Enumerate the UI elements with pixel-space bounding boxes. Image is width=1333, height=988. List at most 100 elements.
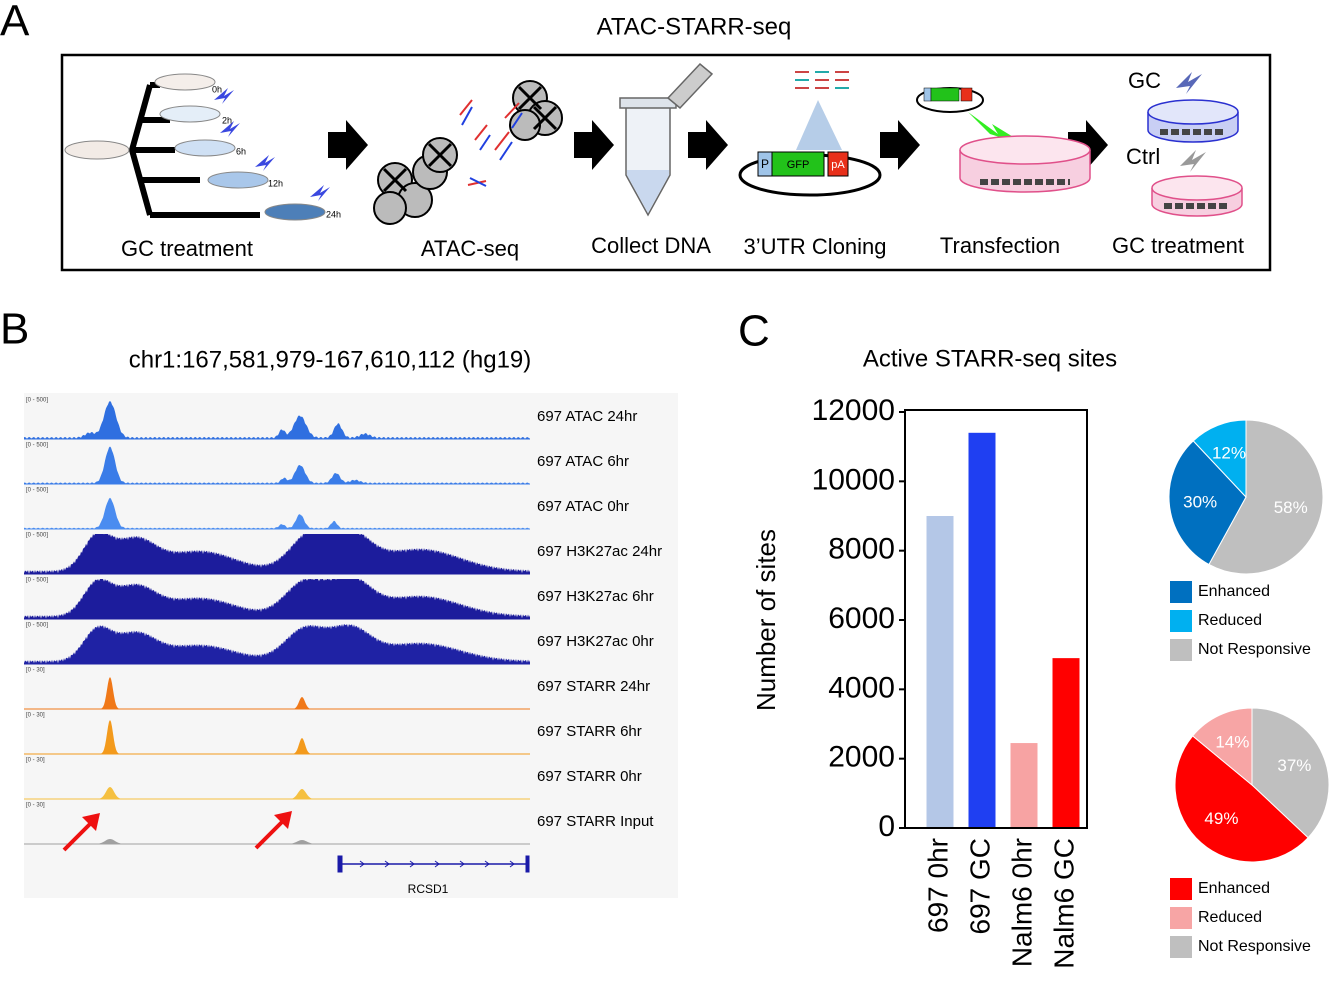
legend-label: Enhanced	[1198, 583, 1270, 600]
y-tick-label: 10000	[812, 463, 895, 496]
fragments	[459, 99, 523, 187]
transfection	[916, 87, 1091, 193]
nucleosomes	[373, 80, 563, 225]
bar	[1052, 658, 1080, 828]
panel-title: chr1:167,581,979-167,610,112 (hg19)	[129, 346, 532, 373]
time-label: 2h	[222, 115, 232, 125]
track-label: 697 ATAC 0hr	[537, 498, 629, 515]
panel-letter: A	[0, 0, 30, 46]
dishes	[64, 73, 326, 221]
cloning	[738, 71, 882, 197]
panel-letter: C	[738, 307, 770, 356]
gene-model	[337, 855, 530, 873]
track-label: 697 H3K27ac 24hr	[537, 543, 662, 560]
gc-ctrl	[1147, 72, 1243, 217]
legend-label: Not Responsive	[1198, 938, 1311, 955]
step-label: GC treatment	[121, 236, 253, 261]
track-label: 697 STARR 6hr	[537, 723, 642, 740]
charts: Active STARR-seq sites Number of sites 0 20…	[751, 345, 1330, 969]
y-tick-label: 0	[878, 810, 895, 843]
track-label: 697 ATAC 6hr	[537, 453, 629, 470]
legend-label: Reduced	[1198, 909, 1262, 926]
x-tick-label: Nalm6 GC	[1048, 838, 1079, 969]
track-signal	[24, 624, 530, 664]
step-label: ATAC-seq	[421, 236, 519, 261]
y-tick-label: 4000	[828, 671, 895, 704]
time-label: 6h	[236, 146, 246, 156]
track-signal	[24, 579, 530, 619]
plasmid-label: pA	[831, 159, 845, 171]
step-label: Collect DNA	[591, 233, 711, 258]
track-range: [0 - 500]	[26, 533, 48, 539]
step-label: Transfection	[940, 233, 1060, 258]
legend-swatch	[1170, 639, 1192, 661]
track-label: 697 STARR Input	[537, 813, 654, 830]
legend-swatch	[1170, 610, 1192, 632]
time-label: 24h	[326, 209, 341, 219]
track-range: [0 - 30]	[26, 713, 45, 719]
track-range: [0 - 500]	[26, 578, 48, 584]
tube	[619, 62, 714, 217]
track-range: [0 - 500]	[26, 398, 48, 404]
bar	[926, 516, 954, 828]
slice-label: 49%	[1204, 809, 1238, 828]
track-label: 697 ATAC 24hr	[537, 408, 637, 425]
track-range: [0 - 30]	[26, 803, 45, 809]
legend-label: Reduced	[1198, 612, 1262, 629]
y-tick-label: 6000	[828, 602, 895, 635]
plot-frame	[904, 409, 1088, 829]
track-label: 697 H3K27ac 0hr	[537, 633, 654, 650]
tracks: [0 - 500] 697 ATAC 24hr [0 - 500] 697 ATAC …	[24, 398, 662, 845]
step-label: 3’UTR Cloning	[743, 234, 886, 259]
legend-label: Enhanced	[1198, 880, 1270, 897]
y-tick-label: 8000	[828, 533, 895, 566]
track-label: 697 H3K27ac 6hr	[537, 588, 654, 605]
pie-slice	[1168, 440, 1247, 566]
condition-label: GC	[1128, 68, 1161, 93]
track-range: [0 - 500]	[26, 488, 48, 494]
legend-swatch	[1170, 878, 1192, 900]
red-arrows	[62, 811, 292, 852]
slice-label: 37%	[1277, 756, 1311, 775]
panel-letter: B	[0, 305, 29, 354]
slice-label: 12%	[1212, 444, 1246, 463]
pie-slice	[1192, 419, 1247, 499]
track-signal	[24, 534, 530, 574]
track-label: 697 STARR 24hr	[537, 678, 650, 695]
panel-title: ATAC-STARR-seq	[597, 13, 792, 40]
track-range: [0 - 500]	[26, 623, 48, 629]
slice-label: 58%	[1274, 498, 1308, 517]
legend-swatch	[1170, 936, 1192, 958]
pie-slice	[1174, 735, 1309, 863]
track-range: [0 - 500]	[26, 443, 48, 449]
frame	[60, 53, 1272, 272]
pie-slice	[1208, 419, 1324, 575]
track-label: 697 STARR 0hr	[537, 768, 642, 785]
legend-swatch	[1170, 581, 1192, 603]
pie-slice	[1251, 707, 1330, 839]
gene-label: RCSD1	[408, 882, 449, 896]
slice-label: 14%	[1215, 733, 1249, 752]
y-axis-label: Number of sites	[751, 529, 781, 711]
condition-label: Ctrl	[1126, 144, 1160, 169]
slice-label: 30%	[1183, 492, 1217, 511]
time-label: 0h	[212, 84, 222, 94]
x-tick-label: 697 GC	[964, 838, 995, 935]
treatment-tree	[128, 82, 260, 218]
legend-label: Not Responsive	[1198, 641, 1311, 658]
chart-title: Active STARR-seq sites	[863, 345, 1117, 372]
bar	[968, 432, 996, 828]
lightning	[214, 88, 330, 201]
legend-swatch	[1170, 907, 1192, 929]
x-tick-label: Nalm6 0hr	[1006, 838, 1037, 967]
bar	[1010, 743, 1038, 828]
pie-slice	[1191, 707, 1253, 787]
step-label: GC treatment	[1112, 233, 1244, 258]
plasmid-label: GFP	[787, 159, 810, 171]
track-range: [0 - 30]	[26, 668, 45, 674]
y-tick-label: 2000	[828, 741, 895, 774]
y-tick-label: 12000	[812, 394, 895, 427]
x-tick-label: 697 0hr	[922, 838, 953, 933]
time-label: 12h	[268, 178, 283, 188]
